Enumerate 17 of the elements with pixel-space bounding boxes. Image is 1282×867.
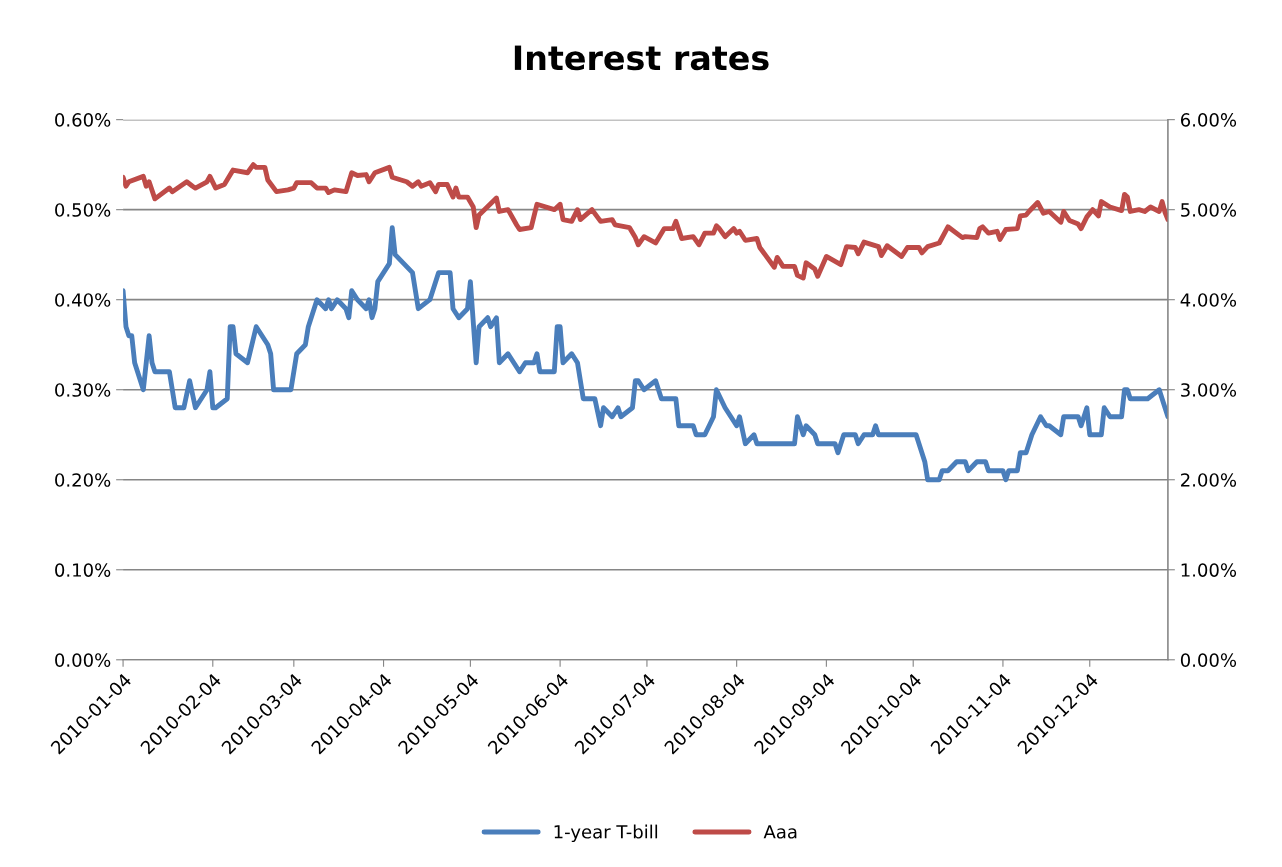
y-tick-label: 0.10% <box>55 563 111 577</box>
y-tick-label: 0.40% <box>55 293 111 307</box>
y2-tick-label: 2.00% <box>1181 473 1237 487</box>
y2-tick-label: 5.00% <box>1181 203 1237 217</box>
chart-title: Interest rates <box>514 45 769 71</box>
legend-label: Aaa <box>763 825 797 839</box>
y-tick-label: 0.30% <box>55 383 111 397</box>
y-tick-label: 0.00% <box>55 653 111 667</box>
y2-tick-label: 6.00% <box>1180 113 1237 127</box>
y-tick-label: 0.50% <box>55 203 111 217</box>
y2-tick-label: 1.00% <box>1181 563 1237 577</box>
y2-tick-label: 4.00% <box>1180 293 1237 307</box>
y2-tick-label: 3.00% <box>1181 383 1237 397</box>
y-tick-label: 0.20% <box>55 473 111 487</box>
legend-label: 1-year T-bill <box>554 824 658 843</box>
y-tick-label: 0.60% <box>55 113 111 127</box>
y2-tick-label: 0.00% <box>1180 653 1237 667</box>
